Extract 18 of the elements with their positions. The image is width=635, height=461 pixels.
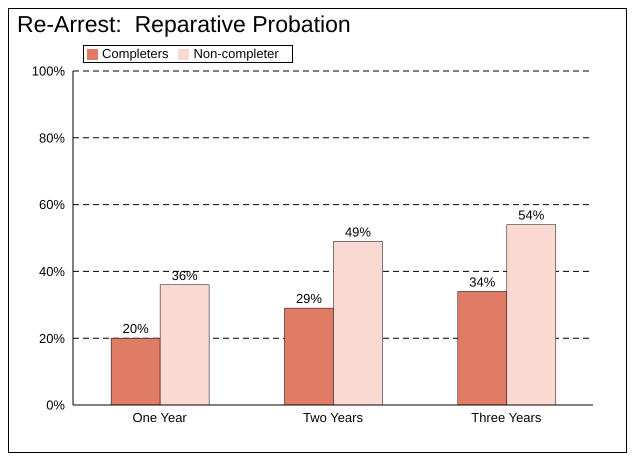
legend-label: Completers <box>102 46 168 61</box>
x-tick-label: Two Years <box>303 410 364 426</box>
y-tick-label: 20% <box>38 330 66 346</box>
legend-label: Non-completer <box>193 46 279 61</box>
data-label: 36% <box>172 268 198 283</box>
data-label: 34% <box>469 274 496 290</box>
data-label: 54% <box>518 208 545 223</box>
y-tick-label: 0% <box>46 398 66 413</box>
y-tick-label: 40% <box>38 264 66 280</box>
x-tick-label: One Year <box>132 410 188 426</box>
data-label: 29% <box>296 291 322 306</box>
y-tick-label: 100% <box>32 64 66 79</box>
chart-title: Re-Arrest: Reparative Probation <box>17 11 351 38</box>
x-tick-label: Three Years <box>471 410 542 426</box>
y-tick-label: 60% <box>38 197 66 212</box>
data-label: 49% <box>344 224 372 240</box>
data-label: 20% <box>122 321 150 336</box>
y-tick-label: 80% <box>38 130 66 146</box>
